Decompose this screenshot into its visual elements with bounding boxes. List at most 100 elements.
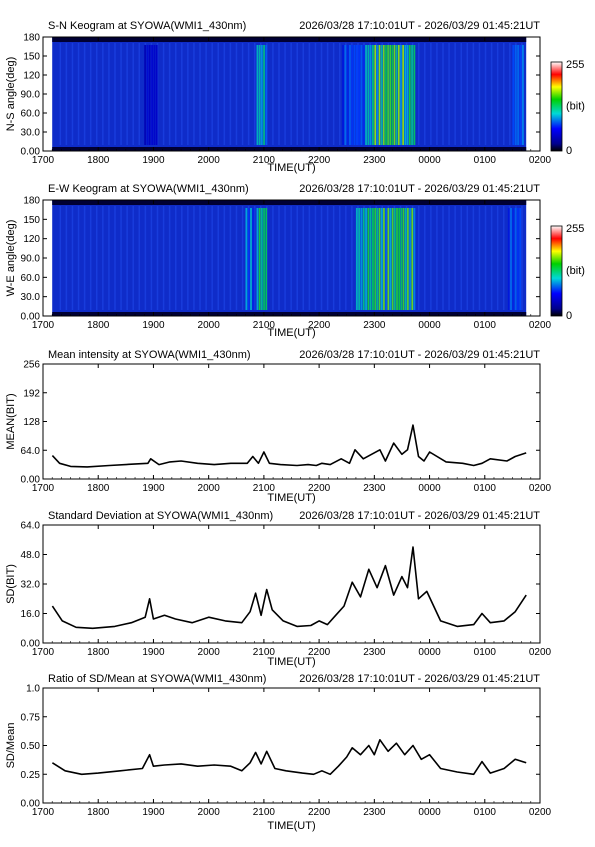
keogram-faint-streak [96, 43, 98, 145]
auroral-band-stripe [405, 208, 407, 310]
panel-1: S-N Keogram at SYOWA(WMI1_430nm)2026/03/… [5, 20, 585, 174]
keogram-faint-streak [84, 43, 86, 145]
x-tick-label: 0200 [529, 155, 552, 166]
keogram-faint-streak [90, 43, 92, 145]
auroral-band-stripe [151, 45, 153, 145]
keogram-bottom-edge [52, 147, 526, 151]
keogram-faint-streak [132, 206, 134, 310]
colorbar-unit-label: (bit) [566, 101, 585, 113]
keogram-faint-streak [485, 43, 487, 145]
keogram-bottom-edge [52, 312, 526, 316]
keogram-faint-streak [169, 206, 171, 310]
keogram-faint-streak [327, 206, 329, 310]
auroral-band-stripe [265, 208, 267, 310]
keogram-faint-streak [321, 43, 323, 145]
y-axis-label: SD(BIT) [5, 564, 17, 604]
y-tick-label: 0.00 [21, 475, 41, 486]
x-tick-label: 0100 [474, 483, 497, 494]
keogram-faint-streak [418, 206, 420, 310]
auroral-band-stripe [390, 208, 392, 310]
auroral-band-stripe [351, 45, 353, 145]
auroral-band-stripe [370, 45, 372, 145]
auroral-band-stripe [407, 208, 409, 310]
keogram-faint-streak [473, 206, 475, 310]
keogram-faint-streak [181, 206, 183, 310]
y-tick-label: 16.0 [21, 609, 41, 620]
x-tick-label: 1900 [142, 807, 165, 818]
auroral-band-stripe [392, 45, 394, 145]
x-tick-label: 1900 [142, 320, 165, 331]
panel-4: Standard Deviation at SYOWA(WMI1_430nm)2… [5, 510, 552, 668]
keogram-faint-streak [187, 43, 189, 145]
keogram-top-edge [52, 37, 526, 42]
keogram-faint-streak [309, 206, 311, 310]
x-tick-label: 2300 [363, 483, 386, 494]
panel-time-range: 2026/03/28 17:10:01UT - 2026/03/29 01:45… [299, 20, 540, 32]
keogram-faint-streak [224, 43, 226, 145]
auroral-band-stripe [342, 45, 344, 145]
colorbar-min-label: 0 [566, 310, 572, 322]
auroral-band-stripe [519, 208, 521, 310]
keogram-faint-streak [139, 43, 141, 145]
keogram-faint-streak [497, 43, 499, 145]
x-axis-label: TIME(UT) [267, 492, 315, 504]
auroral-band-stripe [517, 45, 519, 145]
keogram-faint-streak [126, 206, 128, 310]
auroral-band-stripe [361, 208, 363, 310]
y-tick-label: 256 [23, 360, 40, 371]
keogram-faint-streak [211, 206, 213, 310]
colorbar [551, 226, 562, 316]
x-tick-label: 0200 [529, 647, 552, 658]
auroral-band-stripe [261, 208, 263, 310]
x-tick-label: 0200 [529, 483, 552, 494]
keogram-faint-streak [205, 206, 207, 310]
x-tick-label: 2200 [308, 807, 331, 818]
y-tick-label: 0.25 [21, 770, 41, 781]
keogram-faint-streak [296, 43, 298, 145]
keogram-faint-streak [327, 43, 329, 145]
auroral-band-stripe [356, 208, 358, 310]
keogram-faint-streak [479, 206, 481, 310]
auroral-band-stripe [344, 45, 346, 145]
x-tick-label: 1800 [87, 807, 110, 818]
keogram-faint-streak [120, 206, 122, 310]
y-tick-label: 0.00 [21, 639, 41, 650]
keogram-faint-streak [284, 206, 286, 310]
x-tick-label: 1900 [142, 483, 165, 494]
keogram-faint-streak [175, 206, 177, 310]
keogram-faint-streak [491, 206, 493, 310]
auroral-band-stripe [365, 45, 367, 145]
x-tick-label: 1800 [87, 483, 110, 494]
keogram-faint-streak [491, 43, 493, 145]
auroral-band-stripe [358, 208, 360, 310]
y-tick-label: 128 [23, 417, 40, 428]
auroral-band-stripe [265, 45, 267, 145]
auroral-band-stripe [156, 45, 158, 145]
keogram-faint-streak [460, 206, 462, 310]
keogram-faint-streak [303, 43, 305, 145]
auroral-band-stripe [153, 45, 155, 145]
auroral-band-stripe [347, 45, 349, 145]
keogram-faint-streak [169, 43, 171, 145]
auroral-band-stripe [372, 45, 374, 145]
auroral-band-stripe [370, 208, 372, 310]
x-tick-label: 0100 [474, 320, 497, 331]
keogram-faint-streak [473, 43, 475, 145]
keogram-faint-streak [254, 43, 256, 145]
auroral-band-stripe [389, 45, 391, 145]
x-tick-label: 2000 [198, 807, 221, 818]
x-axis-label: TIME(UT) [267, 820, 315, 832]
auroral-band-stripe [257, 45, 259, 145]
x-axis-label: TIME(UT) [267, 162, 315, 174]
panel-title: E-W Keogram at SYOWA(WMI1_430nm) [48, 183, 249, 195]
auroral-band-stripe [398, 45, 400, 145]
auroral-band-stripe [149, 45, 151, 145]
panel-title: Standard Deviation at SYOWA(WMI1_430nm) [48, 510, 273, 522]
y-axis-label: W-E angle(deg) [5, 220, 17, 297]
keogram-faint-streak [448, 206, 450, 310]
keogram-faint-streak [132, 43, 134, 145]
auroral-band-stripe [508, 208, 510, 310]
keogram-faint-streak [211, 43, 213, 145]
keogram-faint-streak [145, 206, 147, 310]
auroral-band-stripe [387, 208, 389, 310]
